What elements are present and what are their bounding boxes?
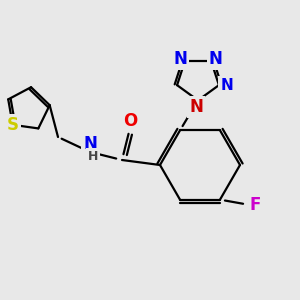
Text: N: N — [189, 98, 203, 116]
Text: N: N — [209, 50, 223, 68]
Text: F: F — [249, 196, 261, 214]
Text: N: N — [173, 50, 187, 68]
Text: N: N — [83, 135, 97, 153]
Text: S: S — [7, 116, 19, 134]
Text: H: H — [88, 151, 98, 164]
Text: N: N — [220, 78, 233, 93]
Text: O: O — [123, 112, 137, 130]
